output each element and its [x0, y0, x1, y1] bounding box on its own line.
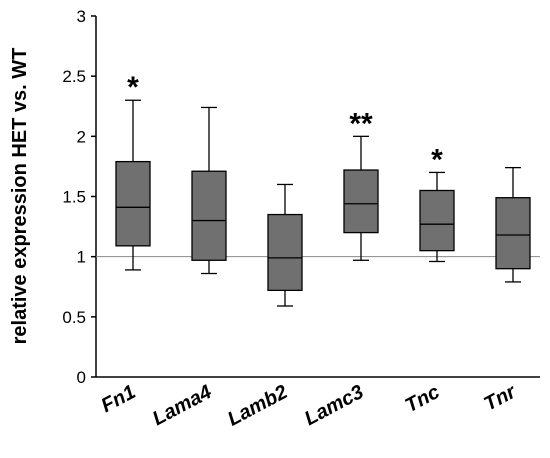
box-fn1: * [115, 71, 151, 271]
x-axis-labels: Fn1 Lama4 Lamb2 Lamc3 Tnc Tnr [98, 380, 521, 430]
y-tick-label: 1 [77, 248, 86, 267]
category-label: Lamc3 [301, 381, 367, 430]
significance-marker: ** [349, 107, 373, 140]
box-lamb2 [267, 183, 303, 307]
y-axis-label: relative expression HET vs. WT [9, 48, 31, 345]
y-tick-label: 3 [77, 7, 86, 26]
y-tick-label: 1.5 [62, 188, 86, 207]
iqr-box [419, 189, 455, 252]
category-label: Tnr [481, 380, 521, 415]
box-tnc: * [419, 143, 455, 263]
y-axis: 0 0.5 1 1.5 2 2.5 3 [62, 7, 540, 387]
y-tick-label: 2 [77, 127, 86, 146]
boxes: **** [115, 71, 531, 307]
significance-marker: * [127, 71, 139, 104]
y-tick-label: 2.5 [62, 67, 86, 86]
iqr-box [115, 160, 151, 247]
iqr-box [495, 197, 531, 270]
box-tnr [495, 166, 531, 283]
category-label: Tnc [402, 381, 444, 417]
y-tick-label: 0.5 [62, 308, 86, 327]
iqr-box [191, 170, 227, 261]
category-label: Lama4 [149, 381, 215, 430]
box-lamc3: ** [343, 107, 379, 261]
iqr-box [267, 213, 303, 292]
box-lama4 [191, 106, 227, 275]
iqr-box [343, 169, 379, 234]
category-label: Fn1 [98, 381, 140, 417]
significance-marker: * [431, 143, 443, 176]
y-tick-label: 0 [77, 368, 86, 387]
category-label: Lamb2 [224, 381, 291, 431]
